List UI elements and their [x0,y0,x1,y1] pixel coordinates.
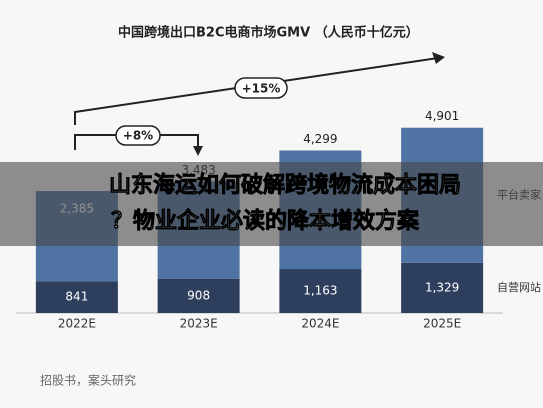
total-label: 4,299 [303,132,337,146]
x-tick-label: 2022E [58,317,96,331]
source: 招股书，案头研究 [40,373,136,388]
bar-segment [401,262,484,313]
total-label: 4,901 [425,109,459,123]
data-label: 908 [187,288,210,302]
annotation-box [234,77,288,99]
arrow-head [432,52,445,64]
overlay-title: ？物业企业必读的降本增效方案 [111,208,420,234]
x-tick-label: 2024E [301,317,339,331]
data-label: 1,163 [303,284,337,298]
bar-segment [157,278,240,313]
x-tick-label: 2025E [423,317,461,331]
arrow-head [193,146,203,156]
chart-title: 中国跨境出口B2C电商市场GMV （人民币十亿元） [118,25,419,41]
legend-label: 自营网站 [497,280,541,294]
data-label: 841 [65,290,88,304]
overlay-title: 山东海运如何破解跨境物流成本困局 [109,172,461,198]
bar-segment [279,269,362,313]
growth-arrow [74,57,439,125]
overlay-band [0,162,543,246]
x-tick-label: 2023E [180,317,218,331]
annotation: +15% [242,82,281,96]
annotation-box [115,125,161,146]
annotation: +8% [123,129,153,143]
bar-segment [35,281,118,313]
data-label: 1,329 [425,280,459,294]
